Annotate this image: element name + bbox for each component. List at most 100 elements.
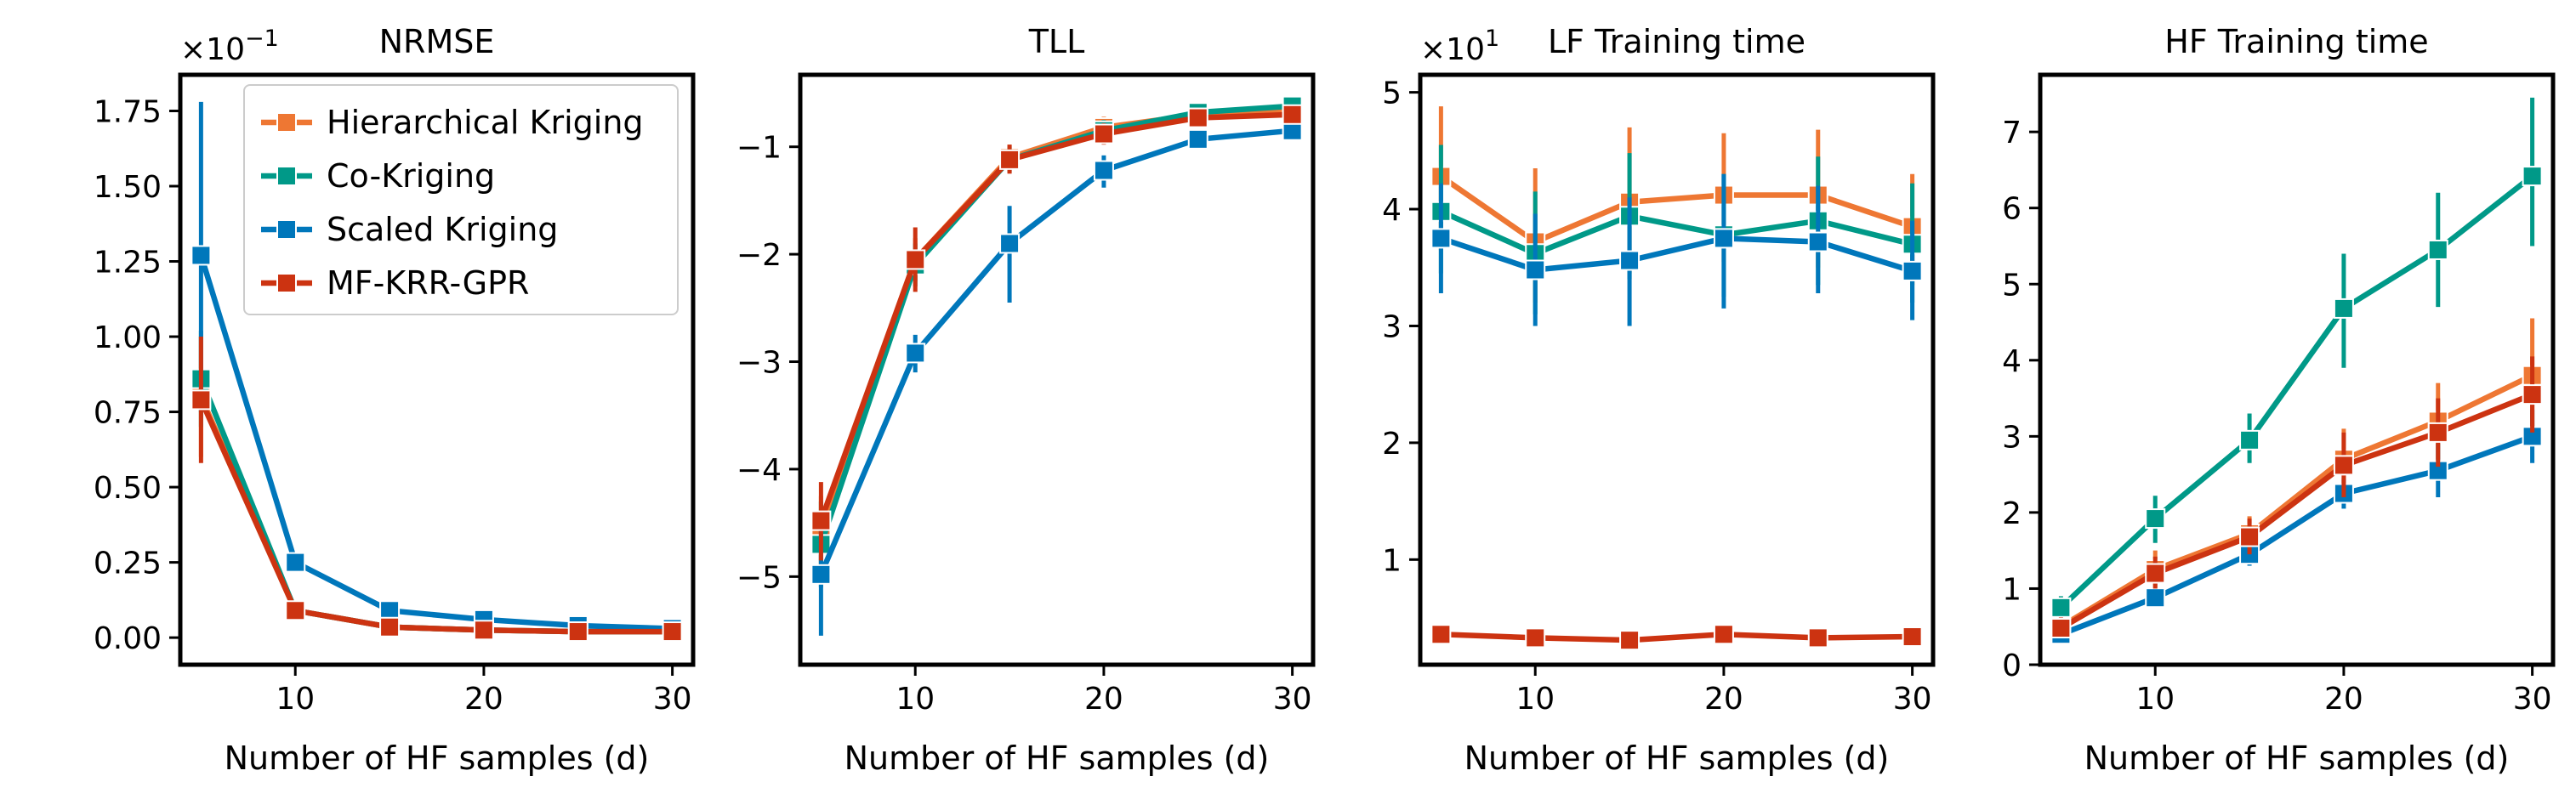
data-point bbox=[1713, 624, 1734, 645]
y-tick-label: 5 bbox=[1382, 76, 1402, 111]
legend-label: Hierarchical Kriging bbox=[327, 104, 644, 141]
y-tick-label: 2 bbox=[2002, 496, 2022, 531]
series-line bbox=[2058, 372, 2535, 630]
panel-lf-training-time: 10 20 30 1 2 3 4 5 LF Training time Number of HF … bbox=[1382, 23, 1936, 777]
y-tick-label: 1.00 bbox=[94, 320, 162, 355]
panel-nrmse: 10 20 30 0.00 0.25 0.50 0.75 1.00 1.25 1.50 1.75 NR… bbox=[94, 23, 696, 777]
y-tick-label: −4 bbox=[736, 453, 782, 488]
y-tick-label: 1.25 bbox=[94, 246, 162, 280]
data-point bbox=[2239, 429, 2260, 450]
data-point bbox=[190, 389, 212, 411]
x-axis-title: Number of HF samples (d) bbox=[1464, 740, 1890, 777]
data-point bbox=[285, 600, 306, 621]
series-line bbox=[198, 252, 675, 632]
x-tick-label: 20 bbox=[1704, 682, 1743, 717]
y-tick-label: 3 bbox=[1382, 309, 1402, 344]
panel-tll: 10 20 30 −5 −4 −3 −2 −1 TLL Number of HF samples … bbox=[736, 23, 1316, 777]
x-tick-label: 20 bbox=[1084, 682, 1123, 717]
legend: Hierarchical Kriging Co-Kriging Scaled Kri… bbox=[243, 84, 679, 315]
panel-title: HF Training time bbox=[2164, 23, 2428, 60]
series-mf-krr-gpr bbox=[810, 104, 1303, 561]
x-tick-label: 10 bbox=[1515, 682, 1555, 717]
y-tick-label: 0.75 bbox=[94, 396, 162, 431]
y-tick-label: 1 bbox=[1382, 543, 1402, 578]
data-point bbox=[379, 616, 401, 638]
plot-frame bbox=[2038, 72, 2556, 667]
data-point bbox=[1282, 104, 1303, 125]
data-point bbox=[567, 621, 589, 643]
plot-frame bbox=[1418, 72, 1936, 667]
x-axis-title: Number of HF samples (d) bbox=[2084, 740, 2510, 777]
data-point bbox=[1430, 228, 1452, 249]
y-tick-label: 1.75 bbox=[94, 94, 162, 129]
series-scaled-kriging bbox=[810, 120, 1303, 636]
series-line bbox=[818, 128, 1295, 578]
series-mf-krr-gpr bbox=[1430, 624, 1923, 651]
data-point bbox=[1807, 231, 1828, 252]
series-line bbox=[198, 397, 675, 635]
data-point bbox=[810, 564, 832, 585]
data-point bbox=[1902, 626, 1923, 648]
data-point bbox=[2427, 422, 2448, 443]
data-point bbox=[2333, 298, 2354, 319]
data-point bbox=[1187, 107, 1208, 128]
y-tick-label: −3 bbox=[736, 346, 782, 381]
legend-entry-co-kriging: Co-Kriging bbox=[261, 157, 495, 195]
data-point bbox=[2239, 526, 2260, 547]
data-point bbox=[2145, 563, 2166, 584]
series-hierarchical-kriging bbox=[1430, 106, 1923, 303]
legend-label: Scaled Kriging bbox=[327, 211, 558, 248]
series-line bbox=[2058, 434, 2535, 638]
data-point bbox=[1619, 630, 1641, 651]
y-tick-label: 6 bbox=[2002, 192, 2022, 227]
data-point bbox=[1619, 250, 1641, 271]
data-point bbox=[2050, 597, 2072, 618]
legend-swatch-marker bbox=[276, 219, 297, 240]
legend-entry-scaled-kriging: Scaled Kriging bbox=[261, 211, 558, 248]
series-line bbox=[198, 394, 675, 635]
panel-title: NRMSE bbox=[379, 23, 495, 60]
data-point bbox=[662, 621, 683, 643]
x-tick-label: 10 bbox=[2135, 682, 2175, 717]
legend-swatch-marker bbox=[276, 166, 297, 186]
legend-entry-hierarchical-kriging: Hierarchical Kriging bbox=[261, 104, 644, 141]
y-tick-label: 7 bbox=[2002, 116, 2022, 150]
series-line bbox=[1438, 208, 1915, 257]
y-tick-label: 4 bbox=[1382, 193, 1402, 228]
data-point bbox=[1430, 624, 1452, 645]
y-tick-label: 1 bbox=[2002, 572, 2022, 607]
data-point bbox=[1187, 128, 1208, 150]
x-tick-label: 10 bbox=[276, 682, 315, 717]
data-point bbox=[999, 233, 1021, 254]
series-mf-krr-gpr bbox=[2050, 356, 2543, 639]
data-point bbox=[285, 552, 306, 573]
series-line bbox=[2058, 391, 2535, 632]
data-point bbox=[473, 620, 494, 641]
y-tick-label: 3 bbox=[2002, 420, 2022, 455]
x-tick-label: 30 bbox=[2513, 682, 2552, 717]
series-co-kriging bbox=[190, 330, 683, 643]
series-line bbox=[1438, 632, 1915, 643]
x-tick-label: 20 bbox=[464, 682, 503, 717]
series-scaled-kriging bbox=[2050, 410, 2543, 645]
y-tick-label: −1 bbox=[736, 131, 782, 166]
data-point bbox=[1093, 160, 1114, 181]
scale-multiplier: ×101 bbox=[1420, 26, 1499, 67]
scale-multiplier: ×10−1 bbox=[180, 26, 279, 67]
y-tick-label: 0.00 bbox=[94, 621, 162, 656]
data-point bbox=[2333, 455, 2354, 476]
legend-label: Co-Kriging bbox=[327, 157, 495, 195]
x-tick-label: 30 bbox=[653, 682, 692, 717]
legend-box bbox=[243, 84, 679, 315]
panel-hf-training-time: 10 20 30 0 1 2 3 4 5 6 7 HF Training time Number of … bbox=[2002, 23, 2556, 777]
data-point bbox=[1525, 259, 1546, 280]
legend-swatch-marker bbox=[276, 273, 297, 293]
data-point bbox=[905, 249, 926, 270]
data-point bbox=[1807, 627, 1828, 649]
data-point bbox=[2145, 587, 2166, 609]
series-line bbox=[818, 111, 1295, 524]
y-tick-label: 4 bbox=[2002, 344, 2022, 379]
x-axis-title: Number of HF samples (d) bbox=[225, 740, 650, 777]
data-point bbox=[2427, 239, 2448, 260]
